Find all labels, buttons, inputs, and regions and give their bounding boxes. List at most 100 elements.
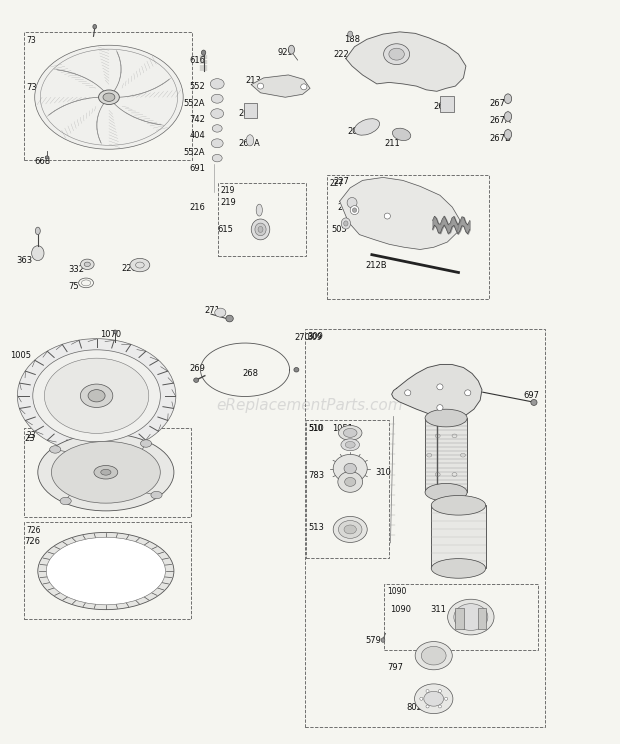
Ellipse shape bbox=[345, 478, 356, 487]
Ellipse shape bbox=[425, 409, 467, 427]
Text: 267: 267 bbox=[489, 99, 505, 108]
Ellipse shape bbox=[130, 258, 150, 272]
Ellipse shape bbox=[141, 440, 152, 447]
Ellipse shape bbox=[432, 496, 485, 515]
Ellipse shape bbox=[288, 45, 294, 54]
Text: 742: 742 bbox=[189, 115, 205, 124]
Bar bbox=[24, 32, 192, 161]
Text: 265: 265 bbox=[239, 109, 255, 118]
Text: 363: 363 bbox=[16, 256, 32, 265]
Ellipse shape bbox=[352, 208, 356, 212]
Text: 510: 510 bbox=[308, 424, 322, 433]
Text: 929: 929 bbox=[278, 48, 294, 57]
Text: 726: 726 bbox=[24, 537, 40, 546]
Text: 697: 697 bbox=[523, 391, 539, 400]
Ellipse shape bbox=[212, 155, 222, 162]
Text: 1005: 1005 bbox=[10, 351, 31, 360]
Ellipse shape bbox=[46, 537, 166, 605]
Bar bbox=[306, 420, 389, 558]
Ellipse shape bbox=[193, 378, 198, 382]
Ellipse shape bbox=[103, 93, 115, 101]
Text: 268: 268 bbox=[242, 369, 258, 378]
Ellipse shape bbox=[333, 516, 367, 542]
Ellipse shape bbox=[50, 446, 61, 453]
Ellipse shape bbox=[38, 533, 174, 609]
Ellipse shape bbox=[389, 48, 404, 60]
Text: 309: 309 bbox=[308, 333, 322, 341]
Text: 220: 220 bbox=[122, 263, 137, 272]
Ellipse shape bbox=[45, 156, 49, 159]
Ellipse shape bbox=[448, 599, 494, 635]
Ellipse shape bbox=[531, 400, 537, 405]
Text: 209: 209 bbox=[347, 127, 363, 136]
Text: 801: 801 bbox=[418, 397, 434, 406]
Text: 267A: 267A bbox=[239, 139, 260, 148]
Ellipse shape bbox=[93, 25, 97, 29]
Text: 691: 691 bbox=[189, 164, 205, 173]
Ellipse shape bbox=[211, 139, 223, 148]
Ellipse shape bbox=[202, 50, 206, 55]
Text: 267B: 267B bbox=[489, 135, 511, 144]
Text: 552A: 552A bbox=[183, 148, 205, 157]
Bar bbox=[477, 608, 486, 629]
Ellipse shape bbox=[384, 213, 391, 219]
Ellipse shape bbox=[35, 227, 40, 234]
Text: eReplacementParts.com: eReplacementParts.com bbox=[216, 398, 404, 413]
Ellipse shape bbox=[415, 684, 453, 713]
Text: 668: 668 bbox=[35, 157, 51, 167]
Ellipse shape bbox=[438, 690, 441, 693]
Text: 332: 332 bbox=[69, 265, 85, 274]
Text: 75: 75 bbox=[69, 282, 79, 291]
Text: 1090: 1090 bbox=[391, 605, 412, 614]
Ellipse shape bbox=[17, 339, 176, 453]
Ellipse shape bbox=[60, 497, 71, 504]
Ellipse shape bbox=[384, 44, 410, 65]
Ellipse shape bbox=[381, 638, 385, 642]
Text: 73: 73 bbox=[27, 36, 37, 45]
Ellipse shape bbox=[151, 491, 162, 498]
Ellipse shape bbox=[33, 350, 161, 442]
Text: 211: 211 bbox=[384, 139, 400, 148]
Text: 270: 270 bbox=[294, 333, 311, 341]
Text: 219: 219 bbox=[221, 186, 236, 196]
Text: 212B: 212B bbox=[366, 260, 388, 269]
Text: 309: 309 bbox=[307, 332, 323, 341]
Ellipse shape bbox=[504, 129, 511, 139]
Bar bbox=[305, 329, 545, 727]
Ellipse shape bbox=[420, 697, 423, 700]
Text: 797: 797 bbox=[388, 663, 404, 672]
Bar bbox=[455, 608, 464, 629]
Ellipse shape bbox=[424, 691, 444, 706]
Ellipse shape bbox=[392, 128, 410, 141]
Ellipse shape bbox=[354, 119, 379, 135]
Ellipse shape bbox=[301, 84, 307, 90]
Ellipse shape bbox=[347, 197, 357, 208]
Ellipse shape bbox=[215, 308, 226, 317]
Text: 695: 695 bbox=[103, 537, 118, 546]
Text: 265: 265 bbox=[434, 102, 450, 111]
Ellipse shape bbox=[81, 384, 113, 408]
Polygon shape bbox=[346, 32, 466, 92]
Ellipse shape bbox=[35, 45, 183, 150]
Bar bbox=[432, 505, 485, 568]
Text: 310: 310 bbox=[375, 468, 391, 477]
Polygon shape bbox=[392, 365, 482, 420]
Text: 513: 513 bbox=[309, 524, 325, 533]
Ellipse shape bbox=[255, 223, 266, 236]
Ellipse shape bbox=[504, 94, 511, 103]
Text: 404: 404 bbox=[189, 132, 205, 141]
Ellipse shape bbox=[426, 690, 429, 693]
Bar bbox=[384, 583, 538, 650]
Ellipse shape bbox=[226, 315, 233, 322]
Text: 552A: 552A bbox=[183, 99, 205, 108]
Ellipse shape bbox=[257, 83, 264, 89]
Ellipse shape bbox=[88, 390, 105, 402]
Polygon shape bbox=[251, 75, 310, 97]
Text: 271: 271 bbox=[205, 306, 221, 315]
Text: 579: 579 bbox=[366, 636, 381, 645]
Bar bbox=[244, 103, 257, 118]
Text: 726: 726 bbox=[27, 526, 41, 535]
Ellipse shape bbox=[258, 226, 263, 232]
Ellipse shape bbox=[38, 434, 174, 511]
Text: 510: 510 bbox=[309, 424, 324, 433]
